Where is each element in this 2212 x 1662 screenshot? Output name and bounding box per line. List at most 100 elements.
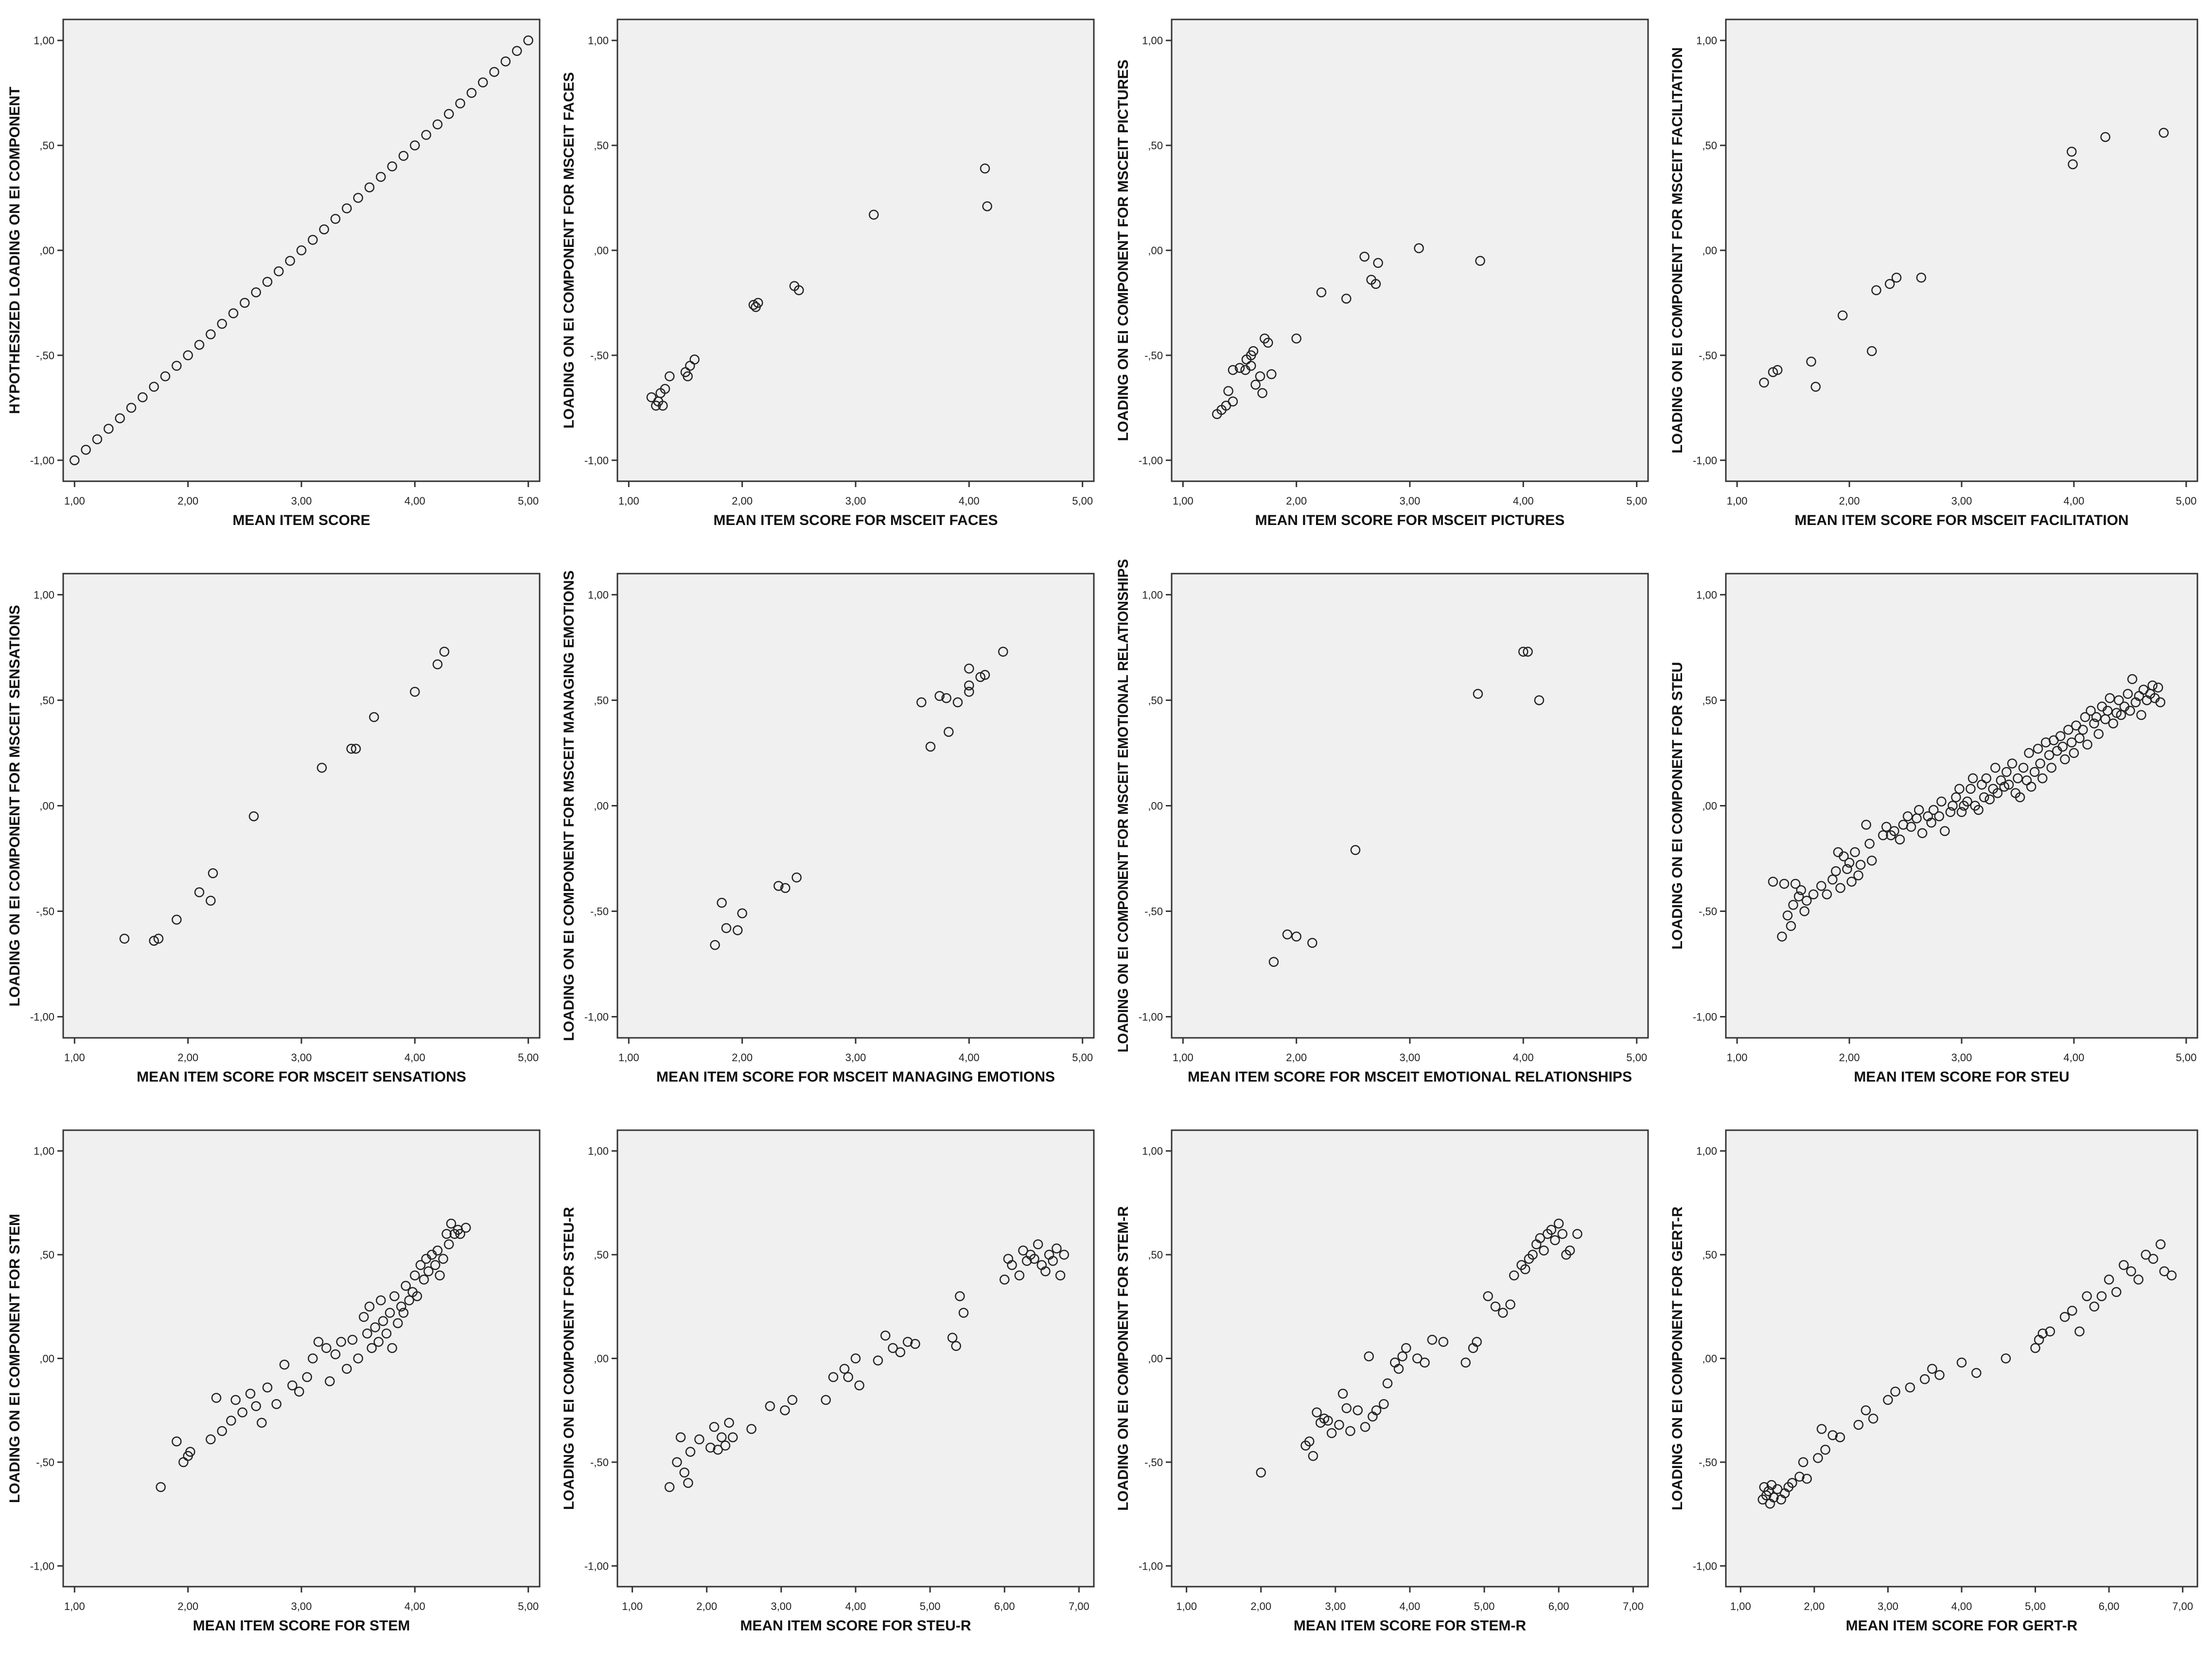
data-point [1816, 1424, 1827, 1434]
data-point [737, 908, 747, 919]
data-point [1546, 1225, 1557, 1235]
data-point [523, 35, 533, 46]
data-point [873, 1355, 883, 1366]
data-point [1308, 1451, 1318, 1461]
data-point [1787, 1478, 1797, 1488]
data-point [500, 56, 511, 67]
data-point [1312, 1407, 1322, 1417]
data-point [1483, 1291, 1493, 1301]
data-point [724, 1417, 734, 1428]
data-point [1291, 931, 1301, 942]
data-point [1769, 1492, 1779, 1503]
data-point [381, 1329, 392, 1339]
data-point [316, 763, 327, 773]
data-point [364, 1301, 375, 1312]
data-point [401, 1280, 411, 1291]
plot-area [1171, 573, 1649, 1039]
plot-area [616, 18, 1095, 482]
data-point [1827, 875, 1838, 885]
x-axis-label: MEAN ITEM SCORE FOR GERT-R [1846, 1618, 2078, 1634]
data-point [1835, 883, 1845, 893]
y-tick-label: -,50 [1144, 1456, 1163, 1469]
data-point [1359, 251, 1369, 262]
data-point [81, 444, 91, 455]
data-point [888, 1343, 898, 1353]
scatter-panel: 1,00 2,00 3,00 4,00 5,00 6,00 7,00 -1,00 -,50 ,00… [554, 1111, 1108, 1660]
data-point [1397, 1351, 1407, 1362]
data-point [512, 46, 522, 56]
data-point [2067, 146, 2077, 157]
x-tick-label: 2,00 [1286, 1051, 1307, 1064]
data-point [902, 1337, 913, 1347]
data-point [410, 1270, 420, 1281]
data-point [1973, 805, 1984, 815]
x-tick-label: 1,00 [618, 1051, 639, 1064]
data-point [2125, 705, 2135, 716]
plot-area [1171, 1129, 1649, 1588]
data-point [1255, 371, 1265, 382]
data-point [2030, 1343, 2040, 1353]
data-point [126, 402, 137, 413]
data-point [1341, 294, 1352, 304]
y-tick-label: -,50 [1699, 906, 1717, 918]
data-point [217, 1426, 227, 1436]
y-tick-label: ,00 [39, 245, 54, 257]
data-point [262, 1382, 273, 1393]
data-point [156, 1482, 166, 1492]
plot-area [616, 573, 1095, 1039]
data-point [1884, 279, 1895, 289]
data-point [237, 1407, 247, 1417]
data-point [1827, 1430, 1838, 1440]
x-tick-label: 2,00 [732, 495, 753, 507]
y-tick-label: ,50 [1702, 1249, 1717, 1261]
data-point [172, 361, 182, 371]
data-point [1868, 1414, 1878, 1424]
data-point [1936, 796, 1947, 807]
x-tick-label: 3,00 [845, 1051, 866, 1064]
data-point [916, 697, 927, 708]
data-point [1846, 876, 1857, 887]
data-point [302, 1372, 312, 1382]
data-point [1788, 900, 1798, 910]
y-tick-label: 1,00 [1696, 35, 1717, 47]
data-point [1018, 1245, 1028, 1256]
data-point [753, 297, 763, 308]
data-point [92, 434, 103, 444]
scatter-chart: 1,00 2,00 3,00 4,00 5,00 -1,00 -,50 ,00 ,50 1,00 M… [1669, 18, 2198, 528]
x-tick-label: 4,00 [845, 1600, 866, 1612]
y-tick-label: 1,00 [588, 35, 609, 47]
data-point [1793, 891, 1804, 902]
data-point [2057, 741, 2068, 752]
y-tick-label: 1,00 [588, 589, 609, 601]
data-point [1498, 1308, 1508, 1318]
data-point [910, 1339, 920, 1349]
y-axis-label: LOADING ON EI COMPONENT FOR STEM-R [1115, 1206, 1131, 1511]
data-point [1323, 1416, 1333, 1426]
data-point [2096, 1291, 2107, 1301]
x-tick-label: 3,00 [1400, 1051, 1421, 1064]
scatter-chart: 1,00 2,00 3,00 4,00 5,00 -1,00 -,50 ,00 ,50 1,00 M… [561, 18, 1095, 528]
data-point [423, 1266, 434, 1277]
data-point [2102, 705, 2113, 716]
data-point [1794, 1471, 1805, 1482]
data-point [2078, 724, 2088, 735]
data-point [1914, 805, 1924, 815]
data-point [1940, 826, 1950, 836]
data-point [1891, 272, 1902, 283]
data-point [206, 1434, 216, 1445]
x-tick-label: 6,00 [1548, 1600, 1569, 1612]
data-point [660, 384, 670, 394]
data-point [172, 1436, 182, 1447]
data-point [1326, 1428, 1337, 1438]
data-point [2026, 782, 2036, 792]
data-point [1999, 782, 2010, 792]
data-point [313, 1337, 324, 1347]
x-tick-label: 5,00 [1626, 495, 1647, 507]
data-point [1401, 1343, 1411, 1353]
data-point [1460, 1357, 1471, 1368]
data-point [2003, 779, 2014, 790]
data-point [679, 1468, 690, 1478]
data-point [1786, 921, 1796, 931]
data-point [70, 455, 80, 466]
